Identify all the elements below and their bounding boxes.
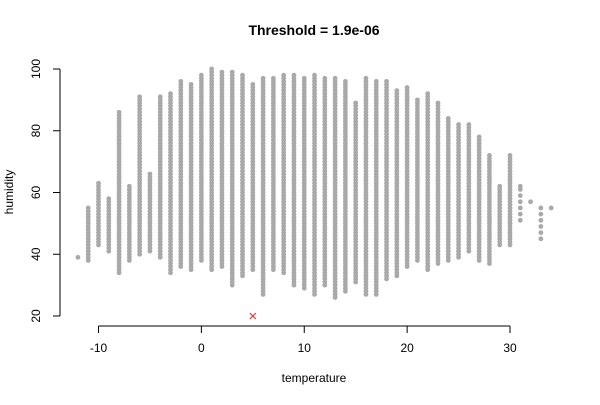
data-point: [168, 91, 173, 97]
x-tick-label: 0: [198, 341, 205, 355]
x-tick-label: 10: [298, 341, 312, 355]
data-point: [538, 224, 544, 229]
data-point: [281, 72, 287, 78]
x-tick-label: 30: [503, 341, 517, 355]
data-point: [137, 94, 143, 100]
data-point: [209, 66, 215, 72]
outlier-point: [249, 312, 257, 320]
data-point: [363, 75, 369, 81]
data-point: [384, 78, 389, 84]
y-tick-label: 80: [29, 124, 43, 138]
data-point: [240, 72, 245, 78]
outlier-points: [249, 312, 257, 320]
data-point: [198, 72, 204, 78]
data-point: [75, 254, 81, 260]
chart-title: Threshold = 1.9e-06: [248, 22, 379, 38]
y-tick-label: 40: [29, 247, 43, 261]
y-tick-label: 60: [29, 186, 43, 200]
data-point: [106, 196, 112, 202]
data-point: [270, 75, 276, 81]
data-point: [487, 153, 492, 158]
data-point: [538, 230, 544, 236]
x-tick-label: -10: [90, 341, 108, 355]
data-point: [250, 82, 256, 87]
data-point: [353, 100, 359, 106]
data-point: [517, 217, 523, 223]
data-point: [312, 72, 317, 78]
data-point: [538, 217, 544, 223]
data-point: [435, 100, 441, 106]
data-point: [85, 205, 91, 211]
data-point: [466, 122, 472, 127]
data-point: [497, 183, 503, 189]
x-axis-title: temperature: [282, 371, 347, 385]
data-point: [517, 183, 523, 189]
data-point: [291, 72, 297, 78]
data-point: [147, 171, 153, 177]
y-axis-title: humidity: [2, 170, 16, 215]
data-point: [404, 85, 410, 90]
y-axis-ticks: 20 40 60 80 100: [29, 59, 60, 323]
data-points: [75, 66, 554, 300]
data-point: [332, 75, 338, 81]
data-point: [301, 75, 307, 81]
data-point: [415, 97, 420, 103]
data-point: [343, 78, 348, 84]
data-point: [517, 199, 523, 205]
data-point: [425, 91, 431, 97]
data-point: [517, 193, 523, 198]
data-point: [229, 69, 235, 75]
data-point: [373, 78, 379, 84]
data-point: [517, 205, 523, 211]
data-point: [538, 211, 544, 217]
data-point: [157, 94, 163, 100]
data-point: [456, 122, 461, 127]
y-tick-label: 100: [29, 59, 43, 79]
data-point: [178, 78, 184, 84]
data-point: [507, 153, 513, 158]
data-point: [538, 236, 544, 242]
data-point: [548, 205, 554, 211]
data-point: [476, 134, 482, 140]
data-point: [538, 205, 544, 211]
x-axis-ticks: -10 0 10 20 30: [90, 326, 517, 355]
data-point: [260, 75, 266, 81]
data-point: [517, 211, 523, 217]
data-point: [96, 180, 101, 186]
data-point: [126, 183, 132, 189]
data-point: [116, 109, 122, 115]
data-point: [188, 82, 194, 87]
data-point: [528, 199, 533, 205]
y-tick-label: 20: [29, 309, 43, 323]
data-point: [445, 116, 451, 121]
data-point: [219, 69, 225, 75]
x-tick-label: 20: [400, 341, 414, 355]
data-point: [322, 75, 328, 81]
data-point: [394, 88, 400, 94]
